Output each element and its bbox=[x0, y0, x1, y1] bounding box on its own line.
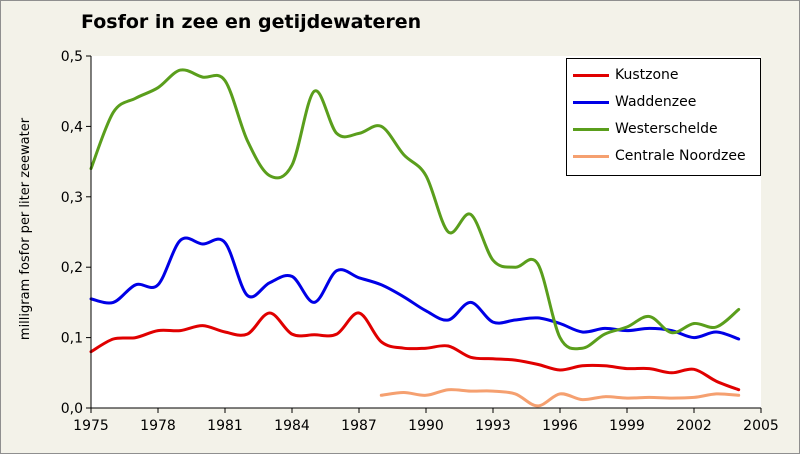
x-tick-label: 1996 bbox=[542, 418, 578, 434]
legend-swatch bbox=[573, 73, 609, 77]
x-tick-label: 1999 bbox=[609, 418, 645, 434]
legend-label: Centrale Noordzee bbox=[615, 148, 746, 164]
x-tick-label: 2005 bbox=[743, 418, 779, 434]
y-tick-label: 0,3 bbox=[61, 190, 83, 206]
y-tick-label: 0,2 bbox=[61, 260, 83, 276]
legend-item-westerschelde: Westerschelde bbox=[573, 119, 718, 139]
series-layer bbox=[89, 68, 741, 408]
x-tick-label: 1978 bbox=[140, 418, 176, 434]
legend: Kustzone Waddenzee Westerschelde Centrale N… bbox=[566, 58, 761, 176]
x-tick-label: 1981 bbox=[207, 418, 243, 434]
legend-swatch bbox=[573, 100, 609, 104]
legend-item-centrale-noordzee: Centrale Noordzee bbox=[573, 146, 746, 166]
x-tick-label: 1993 bbox=[475, 418, 511, 434]
legend-item-waddenzee: Waddenzee bbox=[573, 92, 696, 112]
y-tick-label: 0,1 bbox=[61, 331, 83, 347]
series-line-centrale-noordzee bbox=[379, 388, 741, 408]
x-tick-label: 1990 bbox=[408, 418, 444, 434]
legend-swatch bbox=[573, 154, 609, 158]
x-tick-label: 1984 bbox=[274, 418, 310, 434]
legend-swatch bbox=[573, 127, 609, 131]
legend-label: Kustzone bbox=[615, 67, 679, 83]
x-tick-label: 2002 bbox=[676, 418, 712, 434]
series-line-waddenzee bbox=[89, 236, 741, 341]
legend-label: Westerschelde bbox=[615, 121, 718, 137]
chart-title: Fosfor in zee en getijdewateren bbox=[81, 11, 422, 33]
series-line-kustzone bbox=[89, 311, 741, 392]
axes-layer: 1975 1978 1981 1984 1987 1990 1993 1996 1999 2002… bbox=[61, 49, 779, 434]
y-tick-label: 0,4 bbox=[61, 119, 83, 135]
legend-label: Waddenzee bbox=[615, 94, 697, 110]
y-tick-label: 0,5 bbox=[61, 49, 83, 65]
x-tick-label: 1987 bbox=[341, 418, 377, 434]
y-tick-label: 0,0 bbox=[61, 401, 83, 417]
series-line-westerschelde bbox=[89, 68, 741, 351]
x-tick-label: 1975 bbox=[73, 418, 109, 434]
legend-item-kustzone: Kustzone bbox=[573, 65, 679, 85]
